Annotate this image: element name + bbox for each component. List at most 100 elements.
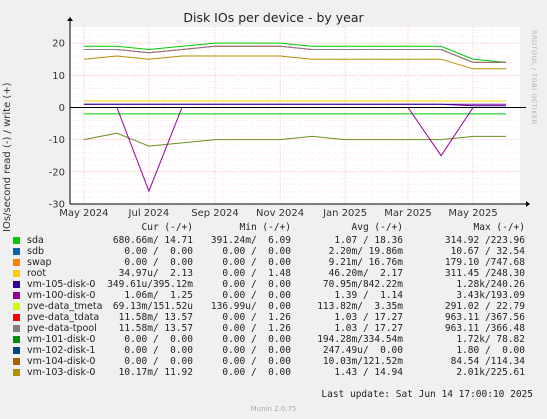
legend-row: vm-100-disk-0 1.06m/ 1.25 0.00 / 0.00 1.39 … bbox=[13, 290, 543, 301]
y-tick-label: -10 bbox=[49, 135, 65, 146]
y-tick-label: 0 bbox=[59, 103, 65, 114]
series-line bbox=[83, 55, 507, 70]
y-tick-label: 20 bbox=[52, 39, 65, 50]
legend-header-min: Min (-/+) bbox=[239, 222, 291, 233]
x-tick-label: Nov 2024 bbox=[256, 208, 304, 219]
series-line bbox=[83, 42, 507, 63]
chart-plot-area: -30 -20 -10 0 10 20 May 2024 Jul 2024 Sep 2024 No… bbox=[49, 17, 530, 219]
legend-row: vm-103-disk-0 10.17m/ 11.92 0.00 / 0.00 1.4… bbox=[13, 367, 543, 378]
legend-label: vm-102-disk-1 bbox=[27, 345, 96, 356]
legend-swatch bbox=[13, 237, 20, 244]
legend-row: pve-data-tpool 11.58m/ 13.57 0.00 / 1.26 1.… bbox=[13, 323, 543, 334]
legend-value-max: 963.11 /367.56 bbox=[444, 312, 525, 323]
x-tick-label: Sep 2024 bbox=[191, 208, 238, 219]
legend-value-cur: 10.17m/ 11.92 bbox=[118, 367, 193, 378]
legend-value-cur: 680.66m/ 14.71 bbox=[112, 235, 193, 246]
legend-row: sdb 0.00 / 0.00 0.00 / 0.00 2.20m/ 19.86m 10… bbox=[13, 246, 543, 257]
y-tick-label: 10 bbox=[52, 71, 65, 82]
y-tick-label: -20 bbox=[49, 167, 65, 178]
legend-value-avg: 1.07 / 18.36 bbox=[334, 235, 403, 246]
legend-value-avg: 70.95m/842.22m bbox=[322, 279, 403, 290]
legend-header-avg: Avg (-/+) bbox=[351, 222, 403, 233]
x-tick-label: Mar 2025 bbox=[384, 208, 432, 219]
legend-value-min: 0.00 / 0.00 bbox=[222, 246, 291, 257]
legend-value-cur: 349.61u/395.12m bbox=[107, 279, 193, 290]
legend-value-cur: 0.00 / 0.00 bbox=[124, 334, 193, 345]
plot-background bbox=[70, 27, 520, 204]
legend-value-cur: 34.97u/ 2.13 bbox=[118, 268, 193, 279]
legend-value-min: 0.00 / 0.00 bbox=[222, 334, 291, 345]
x-axis-arrow bbox=[526, 201, 530, 207]
legend-value-max: 1.80 / 0.00 bbox=[456, 345, 525, 356]
legend-value-min: 0.00 / 0.00 bbox=[222, 257, 291, 268]
series-line bbox=[83, 45, 507, 63]
legend-swatch bbox=[13, 303, 20, 310]
munin-version: Munin 2.0.75 bbox=[250, 405, 297, 413]
legend-row: pve-data_tmeta 69.13m/151.52u 136.99u/ 0.0… bbox=[13, 301, 543, 312]
x-tick-label: Jan 2025 bbox=[322, 208, 367, 219]
x-tick-label: May 2025 bbox=[448, 208, 497, 219]
legend-value-avg: 1.03 / 17.27 bbox=[334, 312, 403, 323]
legend-value-avg: 46.20m/ 2.17 bbox=[328, 268, 403, 279]
legend-value-max: 1.28k/240.26 bbox=[456, 279, 525, 290]
legend-swatch bbox=[13, 369, 20, 376]
legend-swatch bbox=[13, 314, 20, 321]
legend-value-min: 0.00 / 0.00 bbox=[222, 279, 291, 290]
legend-value-avg: 247.49u/ 0.00 bbox=[322, 345, 403, 356]
legend-swatch bbox=[13, 347, 20, 354]
legend-label: pve-data_tdata bbox=[27, 312, 100, 323]
legend-swatch bbox=[13, 292, 20, 299]
legend-value-max: 314.92 /223.96 bbox=[444, 235, 525, 246]
legend-value-max: 3.43k/193.09 bbox=[456, 290, 525, 301]
legend-label: sda bbox=[27, 235, 44, 246]
legend-value-avg: 1.43 / 14.94 bbox=[334, 367, 403, 378]
legend-value-cur: 0.00 / 0.00 bbox=[124, 257, 193, 268]
rrdtool-credit: RRDTOOL / TOBI OETIKER bbox=[530, 30, 538, 125]
legend-value-avg: 9.21m/ 16.76m bbox=[328, 257, 403, 268]
legend-value-min: 0.00 / 0.00 bbox=[222, 290, 291, 301]
legend-header-cur: Cur (-/+) bbox=[141, 222, 193, 233]
legend-value-min: 0.00 / 1.26 bbox=[222, 312, 291, 323]
legend-label: vm-103-disk-0 bbox=[27, 367, 96, 378]
legend-value-cur: 0.00 / 0.00 bbox=[124, 345, 193, 356]
legend-row: vm-105-disk-0 349.61u/395.12m 0.00 / 0.00 7… bbox=[13, 279, 543, 290]
legend-value-cur: 69.13m/151.52u bbox=[112, 301, 193, 312]
legend-value-min: 391.24m/ 6.09 bbox=[210, 235, 291, 246]
legend-row: vm-101-disk-0 0.00 / 0.00 0.00 / 0.00 194.2… bbox=[13, 334, 543, 345]
legend-row: swap 0.00 / 0.00 0.00 / 0.00 9.21m/ 16.76m 1… bbox=[13, 257, 543, 268]
x-tick-label: Jul 2024 bbox=[128, 208, 170, 219]
legend-label: pve-data_tmeta bbox=[27, 301, 103, 312]
series-line bbox=[83, 103, 507, 107]
legend-value-cur: 11.58m/ 13.57 bbox=[118, 323, 193, 334]
legend-value-max: 311.45 /248.30 bbox=[444, 268, 525, 279]
legend-value-max: 10.67 / 32.54 bbox=[450, 246, 525, 257]
legend-value-min: 0.00 / 0.00 bbox=[222, 345, 291, 356]
legend-value-min: 0.00 / 0.00 bbox=[222, 367, 291, 378]
legend-label: vm-100-disk-0 bbox=[27, 290, 96, 301]
legend-value-avg: 1.03 / 17.27 bbox=[334, 323, 403, 334]
legend-value-max: 179.10 /747.68 bbox=[444, 257, 525, 268]
legend-value-avg: 1.39 / 1.14 bbox=[334, 290, 403, 301]
legend-label: vm-101-disk-0 bbox=[27, 334, 96, 345]
legend-value-max: 291.02 / 22.79 bbox=[444, 301, 525, 312]
legend-row: vm-104-disk-0 0.00 / 0.00 0.00 / 0.00 10.03… bbox=[13, 356, 543, 367]
legend-value-min: 136.99u/ 0.00 bbox=[210, 301, 291, 312]
legend-header-max: Max (-/+) bbox=[473, 222, 525, 233]
legend-swatch bbox=[13, 336, 20, 343]
legend-swatch bbox=[13, 325, 20, 332]
legend-label: vm-105-disk-0 bbox=[27, 279, 96, 290]
legend-value-min: 0.00 / 0.00 bbox=[222, 356, 291, 367]
last-update: Last update: Sat Jun 14 17:00:10 2025 bbox=[321, 389, 533, 400]
legend-label: root bbox=[27, 268, 47, 279]
legend-swatch bbox=[13, 270, 20, 277]
legend-label: vm-104-disk-0 bbox=[27, 356, 96, 367]
legend-value-max: 963.11 /366.48 bbox=[444, 323, 525, 334]
legend-value-cur: 1.06m/ 1.25 bbox=[124, 290, 193, 301]
legend-value-max: 1.72k/ 78.82 bbox=[456, 334, 525, 345]
legend-swatch bbox=[13, 358, 20, 365]
legend-value-min: 0.00 / 1.26 bbox=[222, 323, 291, 334]
legend-value-cur: 0.00 / 0.00 bbox=[124, 356, 193, 367]
legend-row: vm-102-disk-1 0.00 / 0.00 0.00 / 0.00 247.4… bbox=[13, 345, 543, 356]
legend-label: pve-data-tpool bbox=[27, 323, 97, 334]
legend-value-min: 0.00 / 1.48 bbox=[222, 268, 291, 279]
